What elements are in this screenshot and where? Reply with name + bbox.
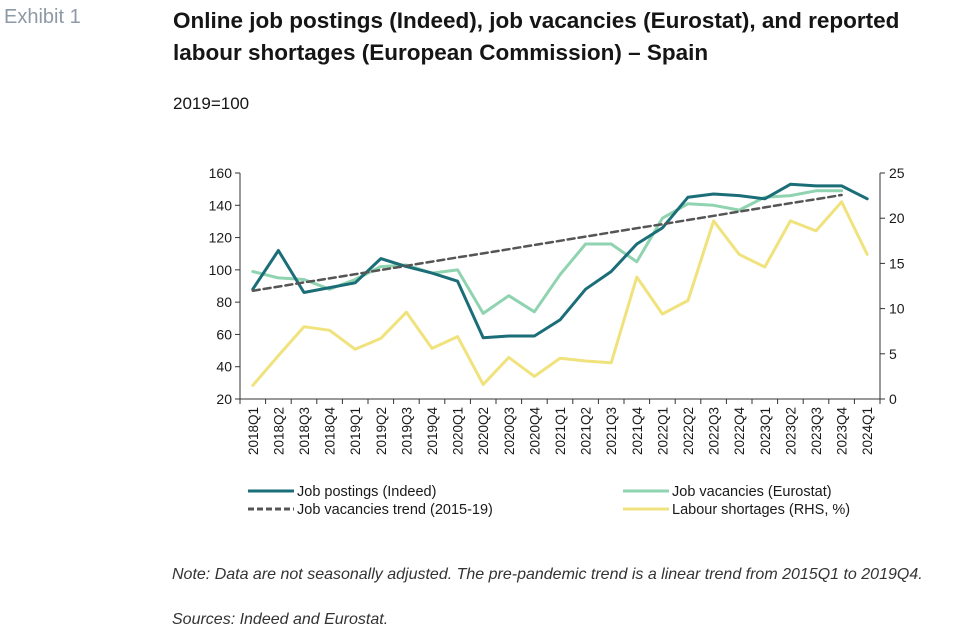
y-tick-label-right: 10 xyxy=(889,301,905,317)
legend-label: Labour shortages (RHS, %) xyxy=(672,502,850,518)
x-tick-label: 2019Q3 xyxy=(399,407,414,455)
x-tick-label: 2021Q2 xyxy=(579,407,594,455)
x-tick-label: 2023Q3 xyxy=(809,407,824,455)
x-tick-label: 2020Q1 xyxy=(451,407,466,455)
x-tick-label: 2021Q1 xyxy=(553,407,568,455)
y-tick-label-left: 120 xyxy=(209,230,233,246)
x-tick-label: 2018Q2 xyxy=(271,407,286,455)
legend-label: Job postings (Indeed) xyxy=(297,484,436,500)
series-line-2 xyxy=(251,193,843,293)
x-tick-label: 2020Q3 xyxy=(502,407,517,455)
x-tick-label: 2023Q4 xyxy=(835,407,850,456)
chart-subtitle: 2019=100 xyxy=(173,94,250,113)
y-tick-label-left: 80 xyxy=(216,294,232,310)
legend-label: Job vacancies trend (2015-19) xyxy=(297,502,493,518)
y-tick-label-left: 140 xyxy=(209,197,233,213)
x-tick-label: 2019Q2 xyxy=(374,407,389,455)
y-tick-label-right: 25 xyxy=(889,165,905,181)
y-tick-label-left: 60 xyxy=(216,326,232,342)
y-tick-label-left: 40 xyxy=(216,359,232,375)
x-tick-label: 2024Q1 xyxy=(860,407,875,455)
y-tick-label-left: 160 xyxy=(209,165,233,181)
chart-sources: Sources: Indeed and Eurostat. xyxy=(172,611,389,628)
chart-note: Note: Data are not seasonally adjusted. … xyxy=(172,566,923,583)
y-tick-label-right: 20 xyxy=(889,210,905,226)
x-tick-label: 2019Q4 xyxy=(425,407,440,456)
y-tick-label-right: 15 xyxy=(889,255,905,271)
x-tick-label: 2022Q2 xyxy=(681,407,696,455)
legend-label: Job vacancies (Eurostat) xyxy=(672,484,832,500)
x-tick-label: 2021Q3 xyxy=(604,407,619,455)
series-line-1 xyxy=(251,189,844,315)
line-chart: 20 40 60 80 100 120 140 160 0 5 10 15 20 25 2018Q1 2018… xyxy=(209,165,905,518)
x-tick-label: 2022Q1 xyxy=(655,407,670,455)
x-tick-label: 2019Q1 xyxy=(348,407,363,455)
x-tick-label: 2018Q1 xyxy=(246,407,261,455)
y-tick-label-left: 20 xyxy=(216,391,232,407)
series-line-3 xyxy=(251,200,869,387)
x-tick-label: 2022Q3 xyxy=(707,407,722,455)
x-tick-label: 2022Q4 xyxy=(732,407,747,456)
x-tick-label: 2020Q4 xyxy=(527,407,542,456)
y-tick-label-left: 100 xyxy=(209,262,233,278)
chart-title: Online job postings (Indeed), job vacanc… xyxy=(173,8,900,65)
x-tick-label: 2021Q4 xyxy=(630,407,645,456)
x-tick-label: 2023Q1 xyxy=(758,407,773,455)
x-tick-label: 2018Q4 xyxy=(323,407,338,456)
y-tick-label-right: 5 xyxy=(889,346,897,362)
exhibit-label: Exhibit 1 xyxy=(4,6,81,28)
series-line-0 xyxy=(251,182,869,340)
y-tick-label-right: 0 xyxy=(889,391,897,407)
x-tick-label: 2023Q2 xyxy=(783,407,798,455)
x-tick-label: 2020Q2 xyxy=(476,407,491,455)
x-tick-label: 2018Q3 xyxy=(297,407,312,455)
